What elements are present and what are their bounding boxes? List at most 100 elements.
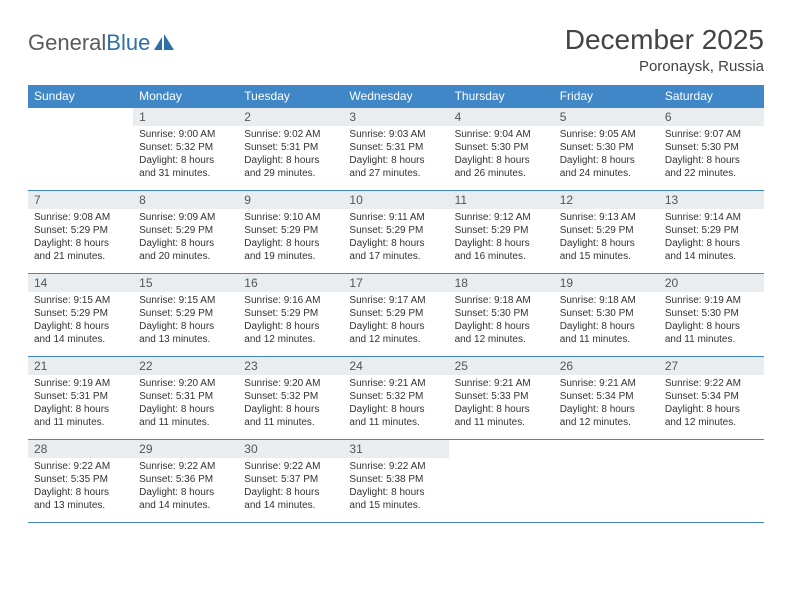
calendar-row: 7Sunrise: 9:08 AMSunset: 5:29 PMDaylight… — [28, 191, 764, 274]
calendar-cell: 1Sunrise: 9:00 AMSunset: 5:32 PMDaylight… — [133, 108, 238, 191]
day-number: 6 — [659, 108, 764, 126]
day-number: 8 — [133, 191, 238, 209]
calendar-cell: 6Sunrise: 9:07 AMSunset: 5:30 PMDaylight… — [659, 108, 764, 191]
daylight-text: Daylight: 8 hours and 24 minutes. — [560, 154, 653, 180]
daylight-text: Daylight: 8 hours and 16 minutes. — [455, 237, 548, 263]
calendar-cell — [28, 108, 133, 191]
sunrise-text: Sunrise: 9:00 AM — [139, 128, 232, 141]
calendar-table: Sunday Monday Tuesday Wednesday Thursday… — [28, 85, 764, 523]
day-details: Sunrise: 9:22 AMSunset: 5:34 PMDaylight:… — [659, 375, 764, 433]
day-details: Sunrise: 9:09 AMSunset: 5:29 PMDaylight:… — [133, 209, 238, 267]
brand-logo: GeneralBlue — [28, 30, 176, 56]
day-number: 17 — [343, 274, 448, 292]
daylight-text: Daylight: 8 hours and 14 minutes. — [665, 237, 758, 263]
day-number: 1 — [133, 108, 238, 126]
sunrise-text: Sunrise: 9:13 AM — [560, 211, 653, 224]
sunrise-text: Sunrise: 9:09 AM — [139, 211, 232, 224]
sunrise-text: Sunrise: 9:20 AM — [139, 377, 232, 390]
day-number: 19 — [554, 274, 659, 292]
daylight-text: Daylight: 8 hours and 11 minutes. — [349, 403, 442, 429]
calendar-cell: 14Sunrise: 9:15 AMSunset: 5:29 PMDayligh… — [28, 274, 133, 357]
day-details: Sunrise: 9:03 AMSunset: 5:31 PMDaylight:… — [343, 126, 448, 184]
daylight-text: Daylight: 8 hours and 12 minutes. — [244, 320, 337, 346]
sunrise-text: Sunrise: 9:11 AM — [349, 211, 442, 224]
calendar-cell: 21Sunrise: 9:19 AMSunset: 5:31 PMDayligh… — [28, 357, 133, 440]
day-number: 27 — [659, 357, 764, 375]
calendar-cell: 26Sunrise: 9:21 AMSunset: 5:34 PMDayligh… — [554, 357, 659, 440]
sunrise-text: Sunrise: 9:22 AM — [34, 460, 127, 473]
day-number: 31 — [343, 440, 448, 458]
day-details: Sunrise: 9:08 AMSunset: 5:29 PMDaylight:… — [28, 209, 133, 267]
daylight-text: Daylight: 8 hours and 22 minutes. — [665, 154, 758, 180]
sunset-text: Sunset: 5:30 PM — [665, 307, 758, 320]
calendar-cell — [659, 440, 764, 523]
day-number: 20 — [659, 274, 764, 292]
day-details: Sunrise: 9:19 AMSunset: 5:30 PMDaylight:… — [659, 292, 764, 350]
day-number: 28 — [28, 440, 133, 458]
sunset-text: Sunset: 5:29 PM — [139, 307, 232, 320]
day-details: Sunrise: 9:15 AMSunset: 5:29 PMDaylight:… — [28, 292, 133, 350]
daylight-text: Daylight: 8 hours and 29 minutes. — [244, 154, 337, 180]
calendar-cell: 18Sunrise: 9:18 AMSunset: 5:30 PMDayligh… — [449, 274, 554, 357]
sunset-text: Sunset: 5:30 PM — [455, 141, 548, 154]
day-number: 25 — [449, 357, 554, 375]
day-number: 4 — [449, 108, 554, 126]
sunset-text: Sunset: 5:29 PM — [34, 307, 127, 320]
sunset-text: Sunset: 5:31 PM — [34, 390, 127, 403]
sunrise-text: Sunrise: 9:16 AM — [244, 294, 337, 307]
calendar-cell: 12Sunrise: 9:13 AMSunset: 5:29 PMDayligh… — [554, 191, 659, 274]
daylight-text: Daylight: 8 hours and 26 minutes. — [455, 154, 548, 180]
calendar-cell: 16Sunrise: 9:16 AMSunset: 5:29 PMDayligh… — [238, 274, 343, 357]
calendar-cell: 31Sunrise: 9:22 AMSunset: 5:38 PMDayligh… — [343, 440, 448, 523]
sunset-text: Sunset: 5:35 PM — [34, 473, 127, 486]
sunrise-text: Sunrise: 9:22 AM — [244, 460, 337, 473]
calendar-cell: 8Sunrise: 9:09 AMSunset: 5:29 PMDaylight… — [133, 191, 238, 274]
day-number: 13 — [659, 191, 764, 209]
day-details: Sunrise: 9:12 AMSunset: 5:29 PMDaylight:… — [449, 209, 554, 267]
sunrise-text: Sunrise: 9:20 AM — [244, 377, 337, 390]
day-details: Sunrise: 9:22 AMSunset: 5:38 PMDaylight:… — [343, 458, 448, 516]
daylight-text: Daylight: 8 hours and 12 minutes. — [455, 320, 548, 346]
calendar-cell: 27Sunrise: 9:22 AMSunset: 5:34 PMDayligh… — [659, 357, 764, 440]
sunrise-text: Sunrise: 9:15 AM — [139, 294, 232, 307]
day-details: Sunrise: 9:10 AMSunset: 5:29 PMDaylight:… — [238, 209, 343, 267]
day-details: Sunrise: 9:21 AMSunset: 5:32 PMDaylight:… — [343, 375, 448, 433]
daylight-text: Daylight: 8 hours and 14 minutes. — [139, 486, 232, 512]
day-details: Sunrise: 9:04 AMSunset: 5:30 PMDaylight:… — [449, 126, 554, 184]
sails-icon — [152, 34, 176, 52]
day-details: Sunrise: 9:19 AMSunset: 5:31 PMDaylight:… — [28, 375, 133, 433]
sunset-text: Sunset: 5:29 PM — [34, 224, 127, 237]
weekday-sun: Sunday — [28, 85, 133, 108]
sunset-text: Sunset: 5:29 PM — [349, 224, 442, 237]
sunset-text: Sunset: 5:32 PM — [349, 390, 442, 403]
sunset-text: Sunset: 5:31 PM — [349, 141, 442, 154]
daylight-text: Daylight: 8 hours and 11 minutes. — [455, 403, 548, 429]
calendar-cell: 19Sunrise: 9:18 AMSunset: 5:30 PMDayligh… — [554, 274, 659, 357]
day-details: Sunrise: 9:18 AMSunset: 5:30 PMDaylight:… — [449, 292, 554, 350]
day-number: 14 — [28, 274, 133, 292]
daylight-text: Daylight: 8 hours and 13 minutes. — [34, 486, 127, 512]
sunset-text: Sunset: 5:29 PM — [349, 307, 442, 320]
sunrise-text: Sunrise: 9:12 AM — [455, 211, 548, 224]
day-number: 26 — [554, 357, 659, 375]
daylight-text: Daylight: 8 hours and 27 minutes. — [349, 154, 442, 180]
day-details: Sunrise: 9:07 AMSunset: 5:30 PMDaylight:… — [659, 126, 764, 184]
sunrise-text: Sunrise: 9:04 AM — [455, 128, 548, 141]
sunset-text: Sunset: 5:31 PM — [139, 390, 232, 403]
sunset-text: Sunset: 5:30 PM — [455, 307, 548, 320]
sunset-text: Sunset: 5:30 PM — [560, 307, 653, 320]
calendar-cell: 22Sunrise: 9:20 AMSunset: 5:31 PMDayligh… — [133, 357, 238, 440]
day-number: 23 — [238, 357, 343, 375]
daylight-text: Daylight: 8 hours and 12 minutes. — [665, 403, 758, 429]
day-number: 21 — [28, 357, 133, 375]
sunset-text: Sunset: 5:31 PM — [244, 141, 337, 154]
day-number: 10 — [343, 191, 448, 209]
day-details: Sunrise: 9:02 AMSunset: 5:31 PMDaylight:… — [238, 126, 343, 184]
calendar-cell: 3Sunrise: 9:03 AMSunset: 5:31 PMDaylight… — [343, 108, 448, 191]
calendar-cell: 24Sunrise: 9:21 AMSunset: 5:32 PMDayligh… — [343, 357, 448, 440]
sunset-text: Sunset: 5:30 PM — [665, 141, 758, 154]
calendar-cell: 17Sunrise: 9:17 AMSunset: 5:29 PMDayligh… — [343, 274, 448, 357]
calendar-row: 21Sunrise: 9:19 AMSunset: 5:31 PMDayligh… — [28, 357, 764, 440]
sunrise-text: Sunrise: 9:02 AM — [244, 128, 337, 141]
weekday-mon: Monday — [133, 85, 238, 108]
